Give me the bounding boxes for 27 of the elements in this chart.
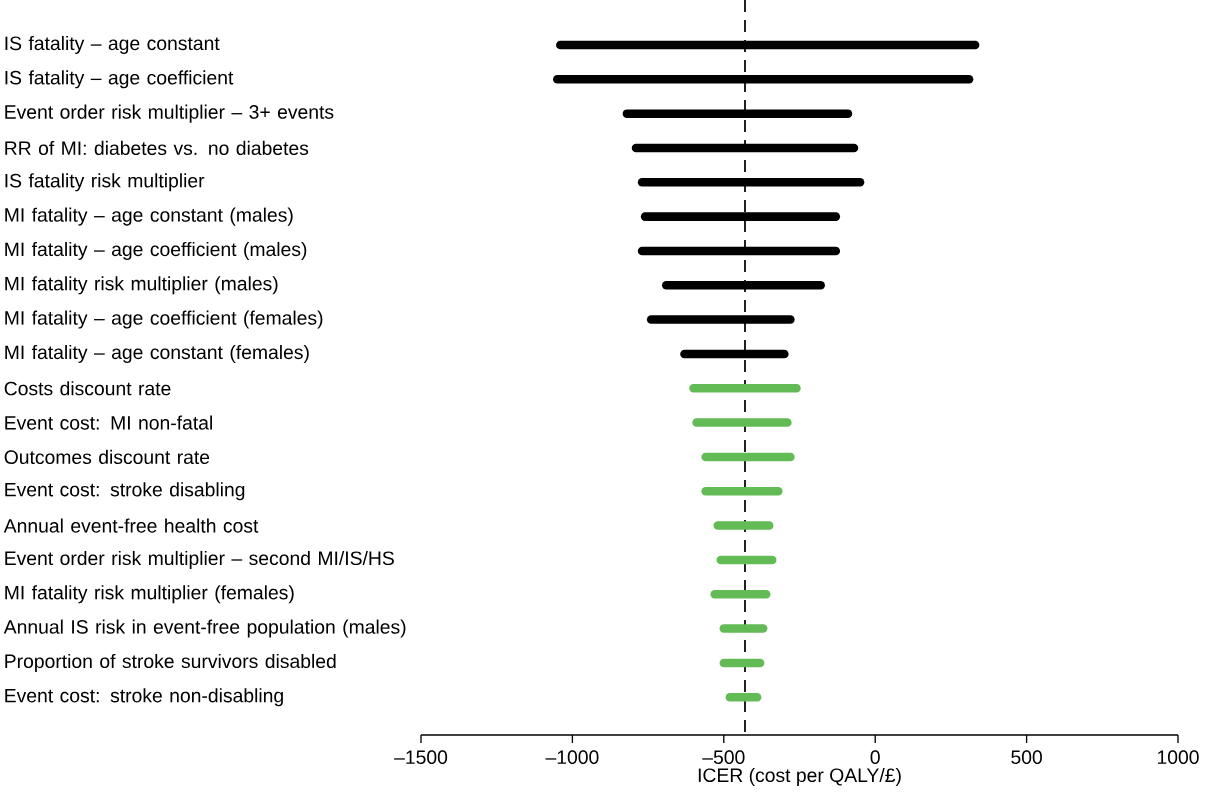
y-tick-label: Event cost: stroke disabling (5, 482, 245, 501)
y-tick-label: Event order risk multiplier – second MI/IS/HS (5, 550, 394, 569)
y-tick-label: IS fatality risk multiplier (5, 173, 205, 192)
y-tick-label: MI fatality risk multiplier (females) (5, 585, 294, 604)
x-tick-label: –500 (702, 750, 745, 765)
y-tick-label: MI fatality – age constant (females) (5, 344, 309, 363)
y-tick-label: RR of MI: diabetes vs. no diabetes (5, 140, 309, 156)
y-tick-label: Proportion of stroke survivors disabled (5, 653, 336, 672)
x-tick-label: –1000 (545, 750, 599, 765)
y-tick-label: MI fatality – age coefficient (females) (5, 310, 323, 329)
x-tick-label: 0 (870, 750, 880, 765)
y-tick-label: IS fatality – age constant (5, 35, 220, 54)
x-tick-label: 500 (1011, 750, 1042, 765)
y-tick-label: MI fatality risk multiplier (males) (5, 276, 278, 295)
y-tick-label: Annual IS risk in event-free population (males) (3, 619, 406, 638)
y-tick-label: MI fatality – age constant (males) (5, 207, 293, 226)
y-tick-label: Event order risk multiplier – 3+ events (5, 104, 334, 123)
y-tick-label: Costs discount rate (4, 381, 171, 396)
y-tick-label: Annual event-free health cost (3, 518, 259, 533)
y-tick-label: MI fatality – age coefficient (males) (5, 241, 307, 260)
y-tick-label: Outcomes discount rate (4, 449, 210, 465)
y-tick-label: Event cost: MI non-fatal (5, 415, 212, 430)
x-axis-title: ICER (cost per QALY/£) (698, 767, 901, 786)
y-tick-label: Event cost: stroke non-disabling (5, 688, 283, 707)
x-tick-label: –1500 (394, 750, 448, 765)
x-tick-label: 1000 (1157, 750, 1199, 765)
y-tick-label: IS fatality – age coefficient (5, 70, 234, 89)
